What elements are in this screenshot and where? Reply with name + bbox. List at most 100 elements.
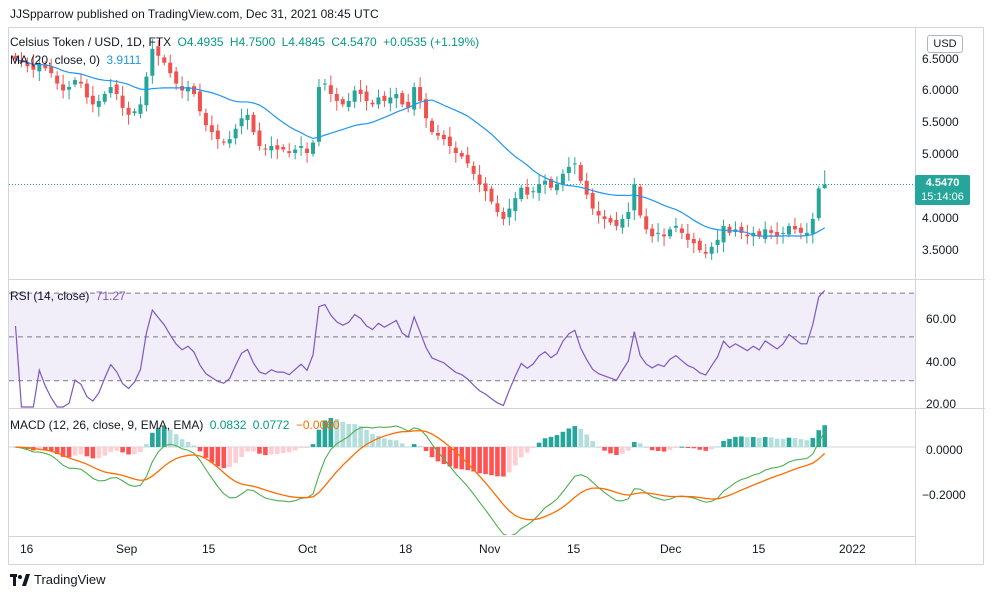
candle-body [656, 232, 661, 234]
macd-histogram-bar [637, 443, 643, 448]
candle-body [227, 139, 232, 144]
candle-body [453, 147, 458, 153]
macd-histogram-bar [620, 447, 625, 454]
candle-body [798, 227, 803, 233]
candle-body [49, 66, 54, 74]
candle-body [316, 87, 321, 142]
macd-histogram-bar [221, 447, 227, 469]
candle-body [209, 125, 214, 133]
macd-histogram-bar [138, 447, 143, 453]
macd-histogram-bar [132, 447, 137, 455]
candle-body [715, 239, 720, 246]
macd-histogram-bar [227, 447, 232, 468]
candle-body [328, 85, 333, 94]
macd-histogram-bar [108, 447, 113, 452]
macd-histogram-bar [768, 437, 774, 448]
macd-histogram-bar [233, 447, 238, 463]
macd-histogram-bar [161, 426, 167, 448]
macd-histogram-bar [608, 447, 613, 454]
candle-body [370, 102, 375, 105]
rsi-legend[interactable]: RSI (14, close) 71.27 [10, 289, 129, 303]
candle-body [305, 148, 310, 153]
candle-body [215, 130, 220, 140]
candle-body [584, 180, 589, 195]
macd-histogram-bar [792, 437, 798, 448]
candle-body [572, 163, 577, 165]
ma-legend[interactable]: MA (20, close, 0) 3.9111 [10, 53, 144, 67]
macd-histogram-bar [286, 447, 292, 453]
tradingview-logo-icon [10, 573, 30, 586]
price-tick-label: 3.5000 [922, 243, 959, 257]
candle-body [269, 146, 274, 151]
macd-histogram-bar [126, 447, 131, 455]
pane-divider-macd[interactable] [9, 408, 915, 409]
macd-histogram-bar [560, 431, 566, 448]
macd-histogram-bar [37, 447, 42, 450]
macd-histogram-bar [185, 441, 191, 448]
macd-label: MACD (12, 26, close, 9, EMA, EMA) [10, 418, 204, 432]
candle-body [382, 95, 387, 101]
candle-body [507, 208, 512, 218]
currency-button[interactable]: USD [927, 35, 963, 53]
candle-body [25, 61, 30, 67]
rsi-line [14, 289, 826, 408]
candle-body [144, 76, 149, 106]
macd-histogram-bar [632, 442, 637, 448]
time-tick-label: 2022 [839, 542, 866, 556]
candle-body [394, 93, 399, 99]
candle-body [55, 75, 60, 84]
macd-histogram-bar [822, 425, 827, 448]
macd-histogram-bar [394, 440, 399, 448]
macd-histogram-bar [120, 447, 125, 453]
candle-body [709, 246, 714, 254]
macd-histogram-bar [156, 427, 161, 448]
axis-divider-macd [916, 408, 985, 409]
candle-body [78, 81, 83, 84]
macd-histogram-bar [590, 441, 595, 448]
macd-histogram-bar [643, 446, 649, 448]
candle-body [543, 180, 548, 185]
macd-histogram-bar [804, 440, 810, 448]
macd-histogram-bar [733, 436, 738, 448]
macd-histogram-bar [691, 447, 697, 449]
candle-body [554, 184, 559, 191]
ma20-line [15, 58, 826, 237]
macd-histogram-bar [150, 432, 155, 448]
tradingview-logo[interactable]: TradingView [10, 572, 106, 587]
candle-body [644, 216, 649, 230]
candle-body [61, 84, 66, 91]
macd-histogram-bar [78, 447, 84, 455]
candle-body [745, 234, 750, 237]
candle-body [358, 89, 363, 94]
candle-body [43, 64, 48, 69]
macd-histogram-bar [507, 447, 512, 473]
macd-histogram-bar [465, 447, 470, 471]
macd-histogram-bar [786, 437, 792, 448]
candle-body [138, 104, 143, 114]
time-tick-label: Nov [479, 542, 501, 556]
macd-histogram-bar [518, 447, 524, 458]
macd-histogram-bar [72, 447, 78, 456]
macd-legend[interactable]: MACD (12, 26, close, 9, EMA, EMA) 0.0832… [10, 418, 343, 432]
price-axis[interactable] [915, 28, 985, 564]
macd-histogram-bar [501, 447, 506, 477]
candle-body [471, 165, 476, 174]
candle-body [197, 91, 202, 112]
rsi-tick-label: 60.00 [926, 312, 957, 326]
pane-divider-rsi[interactable] [9, 279, 915, 280]
candle-body [13, 55, 18, 60]
candle-body [792, 225, 797, 230]
macd-histogram-bar [382, 438, 387, 448]
macd-histogram-bar [304, 447, 310, 449]
candle-body [126, 107, 131, 115]
time-axis[interactable] [9, 536, 915, 564]
candle-body [525, 186, 530, 195]
candle-body [721, 225, 726, 243]
candle-body [186, 87, 191, 92]
symbol-title[interactable]: Celsius Token / USD, 1D, FTX [10, 35, 172, 49]
candle-body [233, 128, 238, 139]
macd-histogram-bar [489, 447, 494, 476]
candle-body [245, 114, 250, 120]
price-tick-label: 5.0000 [922, 147, 959, 161]
chart-canvas[interactable] [9, 28, 915, 535]
